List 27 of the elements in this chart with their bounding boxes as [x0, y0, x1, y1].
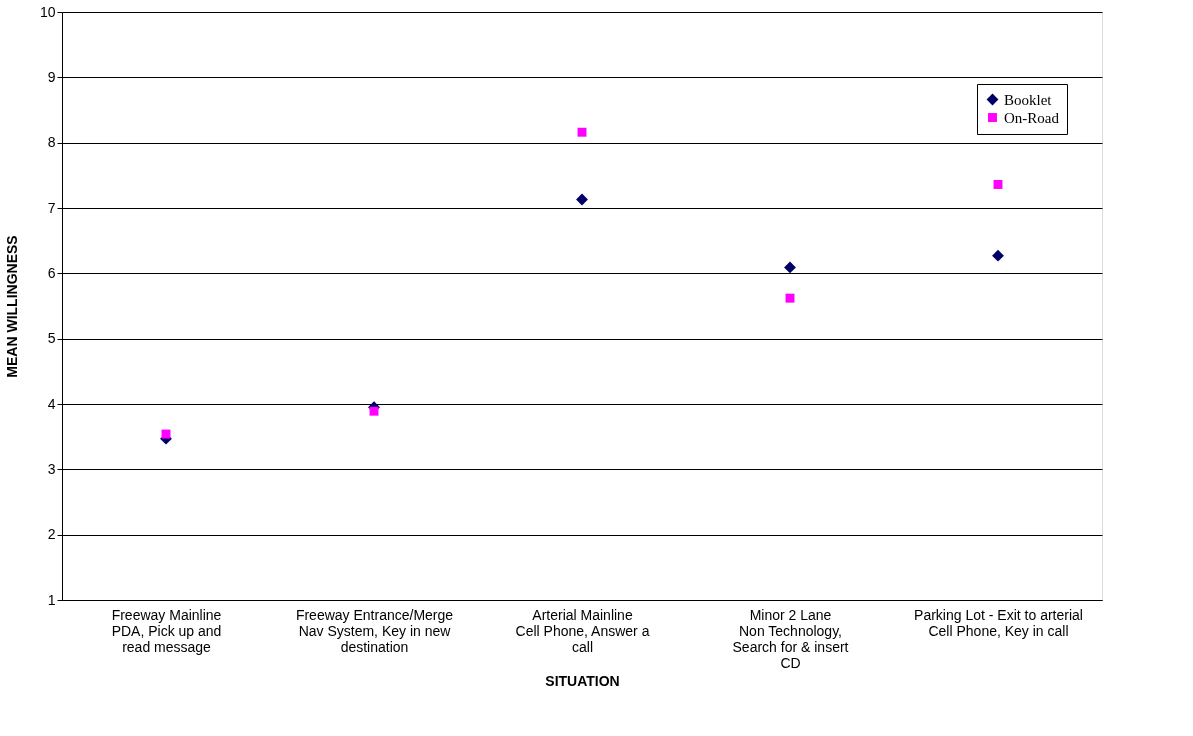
y-axis-title: MEAN WILLINGNESS: [3, 235, 20, 378]
point: [785, 293, 795, 303]
point: [369, 406, 379, 416]
y-tick-label: 8: [47, 134, 56, 151]
y-tick-label: 9: [47, 68, 56, 85]
y-tick-label: 10: [39, 3, 56, 20]
x-tick-label: Freeway Entrance/Merge Nav System, Key in new destination: [295, 606, 454, 655]
y-tick-label: 4: [47, 395, 56, 412]
x-tick-label: Freeway Mainline PDA, Pick up and read message: [111, 606, 222, 655]
point: [161, 429, 171, 439]
x-tick-label: Minor 2 Lane Non Technology, Search for & insert CD: [732, 606, 849, 671]
y-tick-label: 3: [47, 460, 56, 477]
legend-label: Booklet: [1004, 91, 1053, 108]
y-tick-label: 7: [47, 199, 56, 216]
x-axis-title: SITUATION: [545, 672, 620, 689]
y-tick-label: 2: [47, 526, 56, 543]
y-tick-label: 5: [47, 330, 56, 347]
point: [993, 180, 1003, 189]
point: [992, 249, 1004, 262]
x-tick-label: Parking Lot - Exit to arterial Cell Phone, Key in call: [914, 606, 1083, 639]
y-tick-label: 1: [47, 591, 56, 608]
point: [784, 261, 796, 274]
legend-label: On-Road: [1004, 109, 1060, 126]
point: [576, 193, 588, 206]
y-tick-label: 6: [47, 264, 56, 281]
x-tick-label: Arterial Mainline Cell Phone, Answer a call: [515, 606, 650, 655]
point: [577, 127, 587, 137]
